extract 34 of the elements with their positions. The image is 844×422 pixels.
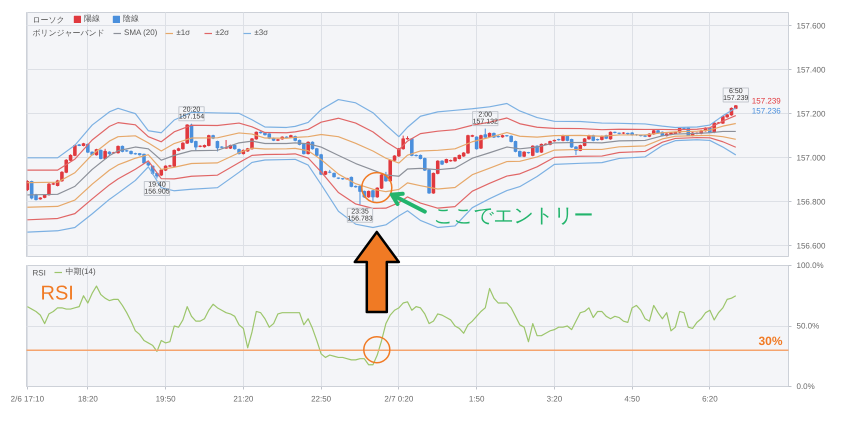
x-tick-label: 22:50 bbox=[311, 394, 332, 404]
x-tick-label: 1:50 bbox=[468, 394, 485, 404]
y-tick-label: 100.0% bbox=[796, 261, 824, 270]
x-tick-label: 4:50 bbox=[624, 394, 640, 404]
legend-label: SMA (20) bbox=[124, 28, 158, 37]
y-tick-label: 50.0% bbox=[796, 322, 820, 330]
line-series bbox=[26, 285, 736, 366]
legend-label: ±3σ bbox=[254, 28, 270, 37]
ref-line-label: 30% bbox=[758, 334, 783, 348]
annotation: 157.239 bbox=[752, 96, 782, 106]
chart-title: RSI bbox=[32, 268, 46, 278]
x-tick-label: 3:20 bbox=[546, 394, 563, 404]
legend-title: ローソク bbox=[32, 16, 64, 24]
y-tick-label: 156.800 bbox=[796, 198, 826, 207]
x-tick-label: 18:20 bbox=[78, 394, 98, 404]
y-tick-label: 0.0% bbox=[796, 382, 815, 391]
x-tick-label: 2/6 17:10 bbox=[10, 394, 45, 404]
y-tick-label: 157.600 bbox=[796, 22, 826, 31]
y-tick-label: 157.200 bbox=[796, 110, 826, 119]
annotation: ボリンジャーバンド bbox=[32, 28, 104, 38]
y-tick-label: 157.000 bbox=[796, 154, 826, 163]
y-tick-label: 157.400 bbox=[796, 66, 826, 75]
x-tick-label: 6:20 bbox=[702, 394, 718, 404]
y-tick-label: 156.600 bbox=[796, 242, 826, 251]
legend-title: RSI bbox=[40, 282, 74, 304]
x-tick-label: 21:20 bbox=[233, 394, 254, 404]
legend-label: 中期(14) bbox=[65, 266, 96, 277]
legend-label: 陽線 bbox=[84, 13, 101, 24]
legend-label: 陰線 bbox=[123, 13, 140, 24]
annotation: 157.236 bbox=[752, 106, 782, 116]
legend-label: ±1σ bbox=[176, 28, 192, 37]
legend-label: ±2σ bbox=[215, 28, 230, 37]
x-tick-label: 2/7 0:20 bbox=[384, 394, 414, 404]
x-tick-label: 19:50 bbox=[156, 394, 176, 404]
